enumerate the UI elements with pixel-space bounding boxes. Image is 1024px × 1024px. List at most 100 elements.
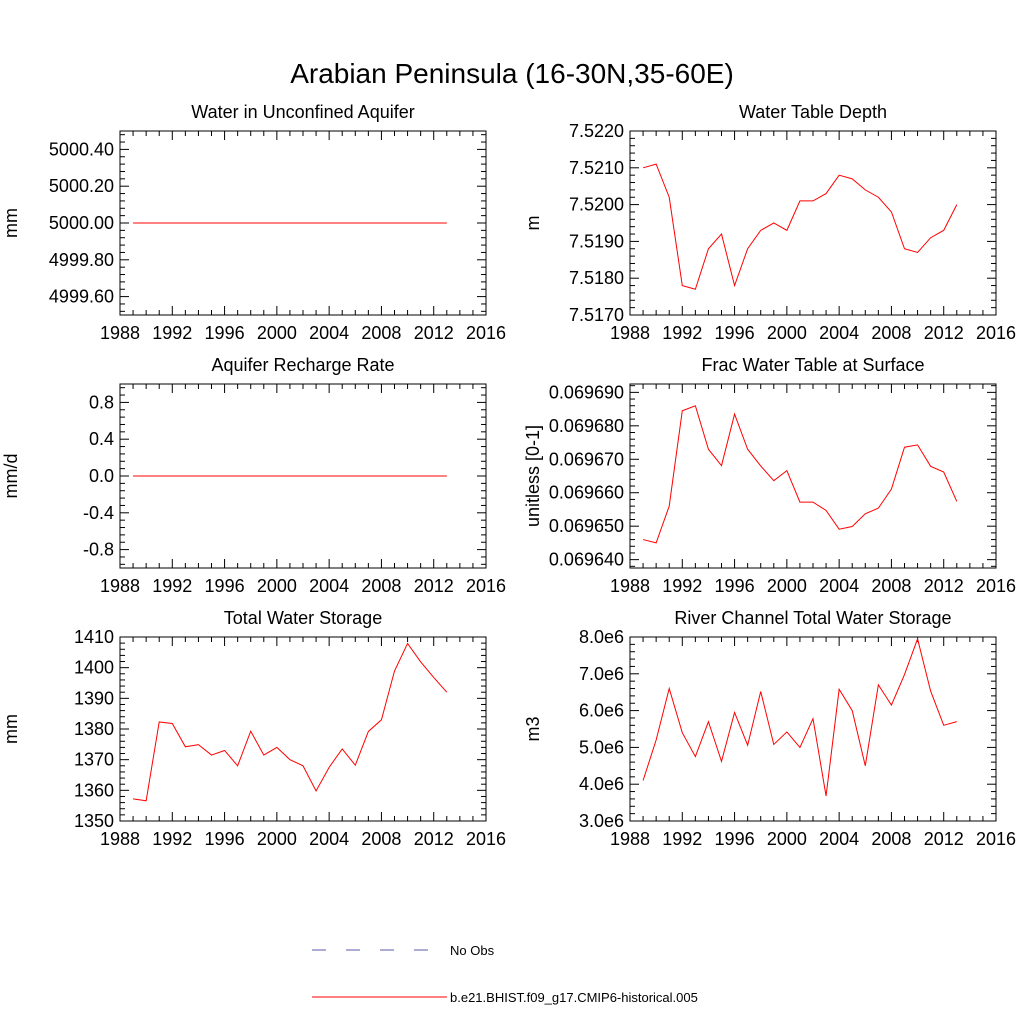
x-tick-label: 1996 xyxy=(205,576,245,596)
x-tick-label: 2016 xyxy=(466,829,506,849)
x-tick-label: 2008 xyxy=(361,323,401,343)
y-tick-label: 0.069690 xyxy=(549,382,624,402)
y-tick-label: 1390 xyxy=(74,688,114,708)
y-tick-label: 4.0e6 xyxy=(579,774,624,794)
x-tick-label: 1988 xyxy=(100,323,140,343)
y-tick-label: 7.5210 xyxy=(569,158,624,178)
y-tick-label: -0.8 xyxy=(83,540,114,560)
panel-title: Total Water Storage xyxy=(224,608,382,628)
y-tick-label: 0.069650 xyxy=(549,516,624,536)
x-tick-label: 1992 xyxy=(662,576,702,596)
y-axis-label: unitless [0-1] xyxy=(523,425,543,527)
y-tick-label: 5.0e6 xyxy=(579,737,624,757)
y-tick-label: 0.8 xyxy=(89,392,114,412)
chart-panel: Total Water Storage 1988 1992 1996 2000 2004 2… xyxy=(1,608,506,849)
series-line xyxy=(642,637,957,797)
x-tick-label: 1988 xyxy=(100,829,140,849)
y-tick-label: 6.0e6 xyxy=(579,701,624,721)
x-tick-label: 2012 xyxy=(924,829,964,849)
x-tick-label: 2016 xyxy=(466,576,506,596)
x-tick-label: 2004 xyxy=(309,323,349,343)
y-tick-label: 7.5180 xyxy=(569,268,624,288)
y-axis-label: mm xyxy=(1,208,21,238)
x-tick-label: 1996 xyxy=(715,323,755,343)
series-line xyxy=(133,642,448,802)
y-tick-label: 5000.00 xyxy=(49,213,114,233)
x-tick-label: 1992 xyxy=(152,829,192,849)
chart-panel: River Channel Total Water Storage 1988 199… xyxy=(523,608,1016,849)
y-tick-label: 1380 xyxy=(74,719,114,739)
x-tick-label: 1992 xyxy=(152,576,192,596)
plot-frame xyxy=(629,130,997,316)
series-line xyxy=(642,405,958,544)
x-tick-label: 2000 xyxy=(257,576,297,596)
x-tick-label: 2004 xyxy=(309,829,349,849)
x-tick-label: 1996 xyxy=(715,576,755,596)
y-tick-label: 3.0e6 xyxy=(579,811,624,831)
y-tick-label: 1410 xyxy=(74,627,114,647)
x-tick-label: 1992 xyxy=(662,323,702,343)
x-tick-label: 2012 xyxy=(414,323,454,343)
legend-label: No Obs xyxy=(450,943,495,958)
x-tick-label: 2000 xyxy=(767,323,807,343)
y-tick-label: 0.069670 xyxy=(549,449,624,469)
y-axis-label: m3 xyxy=(523,716,543,741)
y-tick-label: 0.069660 xyxy=(549,483,624,503)
x-tick-label: 2004 xyxy=(819,829,859,849)
x-tick-label: 2004 xyxy=(819,576,859,596)
x-tick-label: 1996 xyxy=(205,829,245,849)
y-tick-label: 7.5220 xyxy=(569,121,624,141)
panel-title: River Channel Total Water Storage xyxy=(674,608,951,628)
x-tick-label: 2016 xyxy=(976,323,1016,343)
y-tick-label: 1360 xyxy=(74,780,114,800)
y-axis-label: m xyxy=(523,216,543,231)
series-line xyxy=(642,163,958,290)
plot-frame xyxy=(629,383,997,569)
x-tick-label: 2004 xyxy=(819,323,859,343)
y-axis-label: mm xyxy=(1,714,21,744)
y-tick-label: 0.069640 xyxy=(549,550,624,570)
x-tick-label: 2008 xyxy=(871,323,911,343)
y-tick-label: 7.0e6 xyxy=(579,664,624,684)
y-tick-label: 1350 xyxy=(74,811,114,831)
y-tick-label: 0.0 xyxy=(89,466,114,486)
chart-panel: Water Table Depth 1988 1992 1996 2000 2004 200… xyxy=(523,102,1016,343)
panel-title: Water in Unconfined Aquifer xyxy=(191,102,414,122)
y-tick-label: 1400 xyxy=(74,658,114,678)
x-tick-label: 2016 xyxy=(466,323,506,343)
y-tick-label: 7.5190 xyxy=(569,231,624,251)
x-tick-label: 2000 xyxy=(257,323,297,343)
y-tick-label: 5000.40 xyxy=(49,139,114,159)
x-tick-label: 2004 xyxy=(309,576,349,596)
x-tick-label: 2012 xyxy=(414,829,454,849)
y-tick-label: 1370 xyxy=(74,750,114,770)
x-tick-label: 1988 xyxy=(100,576,140,596)
x-tick-label: 2008 xyxy=(871,829,911,849)
y-tick-label: 5000.20 xyxy=(49,176,114,196)
figure-title: Arabian Peninsula (16-30N,35-60E) xyxy=(290,58,734,89)
y-tick-label: -0.4 xyxy=(83,503,114,523)
x-tick-label: 2016 xyxy=(976,576,1016,596)
y-tick-label: 0.069680 xyxy=(549,416,624,436)
y-axis-label: mm/d xyxy=(1,454,21,499)
x-tick-label: 2008 xyxy=(361,829,401,849)
x-tick-label: 2008 xyxy=(871,576,911,596)
x-tick-label: 1988 xyxy=(610,576,650,596)
panel-title: Water Table Depth xyxy=(739,102,887,122)
chart-panel: Frac Water Table at Surface 1988 1992 1996 2… xyxy=(523,355,1016,596)
y-tick-label: 0.4 xyxy=(89,429,114,449)
legend: No Obs b.e21.BHIST.f09_g17.CMIP6-historic… xyxy=(312,943,698,1005)
panel-title: Aquifer Recharge Rate xyxy=(211,355,394,375)
x-tick-label: 2012 xyxy=(924,323,964,343)
legend-label: b.e21.BHIST.f09_g17.CMIP6-historical.005 xyxy=(450,990,698,1005)
x-tick-label: 2000 xyxy=(767,576,807,596)
y-tick-label: 4999.80 xyxy=(49,250,114,270)
panels: Water in Unconfined Aquifer 1988 1992 1996 2… xyxy=(1,102,1016,849)
x-tick-label: 1988 xyxy=(610,323,650,343)
x-tick-label: 1996 xyxy=(715,829,755,849)
y-tick-label: 7.5170 xyxy=(569,305,624,325)
plot-frame xyxy=(629,636,997,822)
y-tick-label: 7.5200 xyxy=(569,195,624,215)
x-tick-label: 2008 xyxy=(361,576,401,596)
